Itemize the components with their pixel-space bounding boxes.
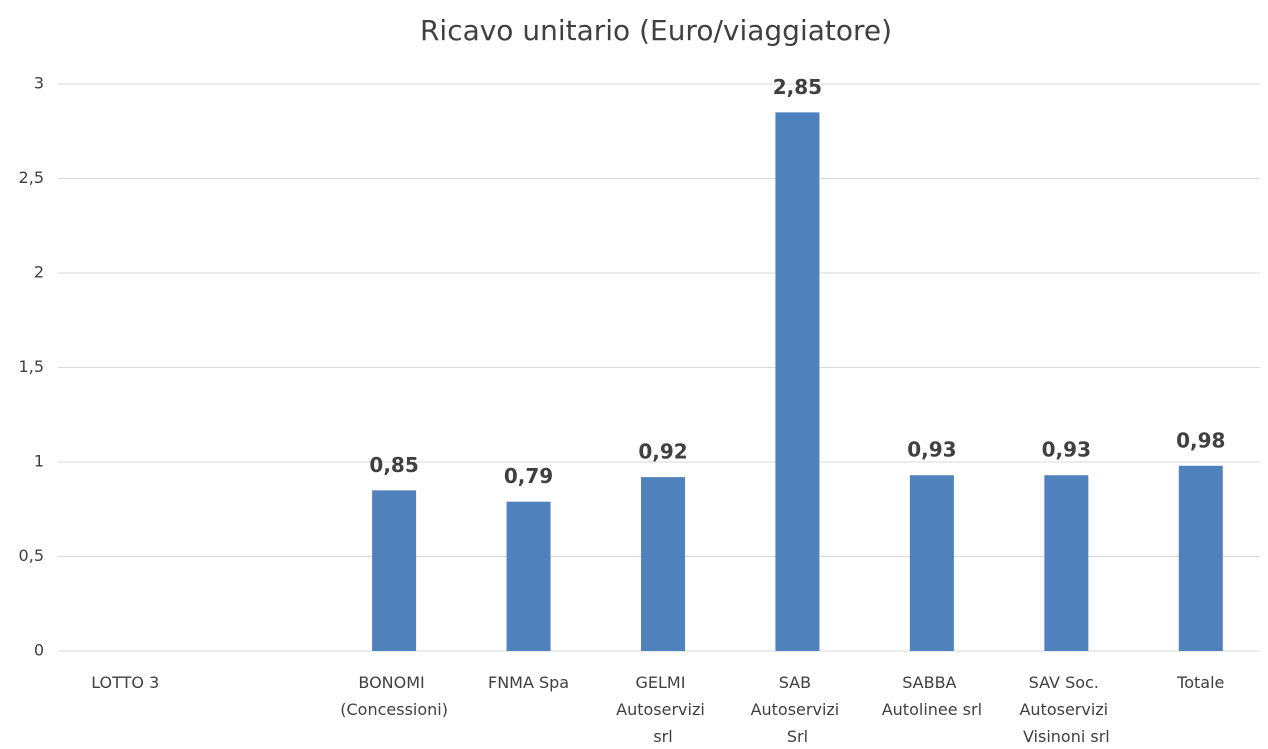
y-tick-label: 0,5 (19, 546, 44, 565)
chart-title: Ricavo unitario (Euro/viaggiatore) (420, 14, 892, 47)
data-label: 0,79 (504, 464, 553, 488)
bar (506, 501, 551, 651)
y-tick-label: 2 (34, 263, 44, 282)
y-tick-label: 2,5 (19, 168, 44, 187)
bar (1178, 465, 1223, 651)
x-tick-label: FNMA Spa (488, 673, 569, 692)
bar (1044, 475, 1089, 651)
data-label: 0,93 (1042, 438, 1091, 462)
x-tick-label: SABBA Autolinee srl (882, 673, 982, 719)
x-tick-label: BONOMI (Concessioni) (340, 673, 448, 719)
bar (372, 490, 417, 651)
bar (641, 477, 685, 651)
data-label: 0,92 (638, 440, 687, 464)
data-label: 0,98 (1176, 428, 1225, 452)
x-tick-label: GELMI Autoservizi srl (616, 673, 710, 746)
bar (909, 475, 954, 651)
bar (775, 112, 820, 652)
x-tick-label: LOTTO 3 (91, 673, 159, 692)
y-tick-label: 1,5 (19, 357, 44, 376)
data-label: 0,93 (907, 438, 956, 462)
data-label: 0,85 (369, 453, 418, 477)
y-tick-label: 3 (34, 74, 44, 93)
y-tick-label: 0 (34, 641, 44, 660)
y-tick-label: 1 (34, 452, 44, 471)
x-tick-label: SAB Autoservizi Srl (751, 673, 845, 746)
data-label: 2,85 (773, 75, 822, 99)
x-tick-label: SAV Soc. Autoservizi Visinoni srl (1019, 673, 1113, 746)
x-tick-label: Totale (1176, 673, 1224, 692)
